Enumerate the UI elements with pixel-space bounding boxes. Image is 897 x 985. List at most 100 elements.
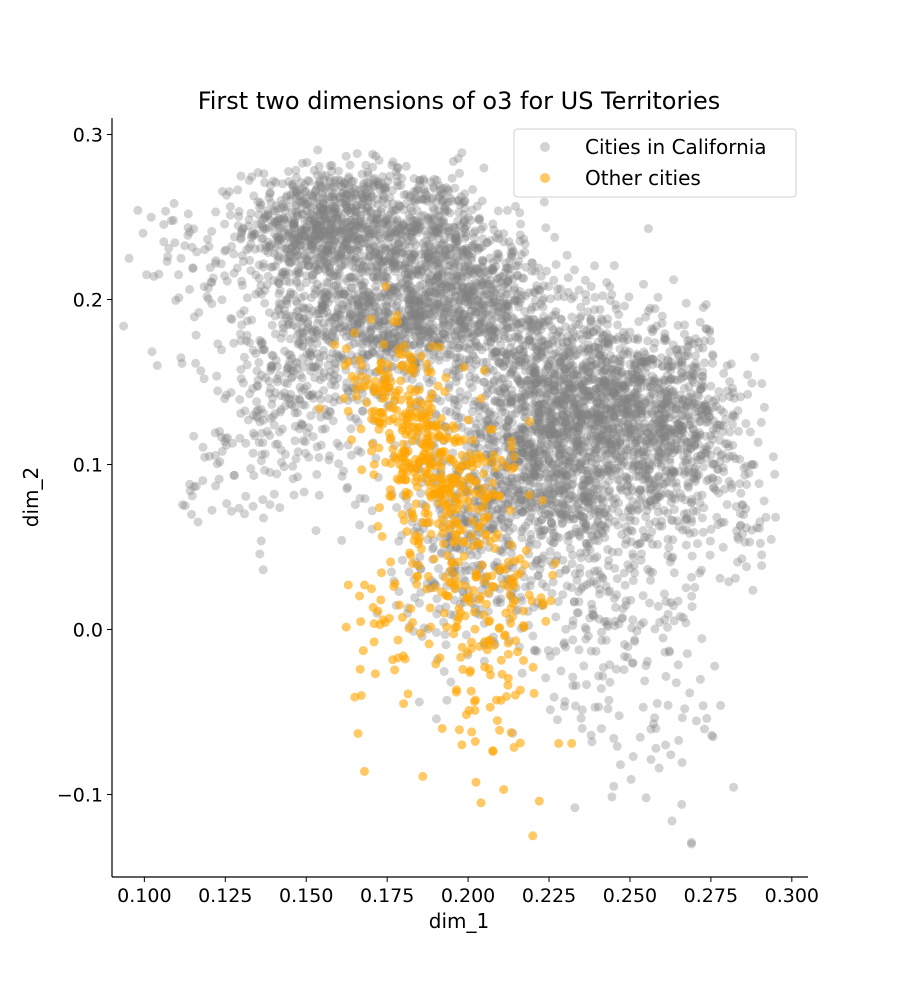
scatter-point — [431, 276, 440, 285]
scatter-point — [441, 251, 451, 261]
scatter-point — [434, 224, 444, 234]
scatter-point — [310, 267, 320, 277]
scatter-point — [311, 223, 321, 233]
scatter-point — [318, 204, 328, 214]
scatter-point — [427, 255, 437, 265]
scatter-point — [485, 236, 495, 245]
scatter-point — [341, 240, 351, 250]
scatter-point — [336, 176, 346, 186]
scatter-point — [570, 265, 579, 275]
scatter-point — [438, 183, 448, 193]
scatter-point — [265, 214, 275, 224]
scatter-point — [359, 251, 369, 261]
scatter-point — [524, 335, 534, 345]
scatter-point — [434, 211, 443, 221]
scatter-point — [501, 258, 511, 268]
scatter-point — [407, 228, 417, 238]
scatter-point — [433, 220, 443, 230]
scatter-point — [653, 416, 663, 426]
scatter-point — [385, 232, 395, 242]
scatter-point — [357, 264, 367, 274]
scatter-point — [609, 261, 619, 271]
scatter-point — [697, 513, 707, 523]
scatter-point — [296, 177, 306, 187]
scatter-point — [383, 310, 393, 320]
scatter-point — [429, 174, 439, 184]
scatter-point — [309, 165, 319, 175]
scatter-point — [434, 264, 444, 274]
scatter-point — [344, 181, 354, 191]
scatter-point — [341, 217, 351, 227]
scatter-point — [331, 220, 341, 230]
scatter-point — [311, 259, 321, 269]
scatter-point — [325, 173, 335, 183]
scatter-point — [371, 236, 381, 246]
scatter-point — [592, 552, 602, 562]
scatter-point — [273, 216, 283, 226]
scatter-point — [554, 326, 564, 336]
scatter-point — [539, 311, 549, 321]
scatter-point — [409, 236, 418, 246]
scatter-point — [367, 199, 377, 209]
scatter-point — [453, 236, 463, 246]
scatter-point — [409, 194, 419, 204]
scatter-point — [377, 204, 387, 214]
scatter-point — [271, 243, 281, 253]
scatter-point — [337, 181, 347, 191]
scatter-point — [365, 206, 375, 216]
scatter-point — [371, 215, 381, 225]
scatter-point — [301, 187, 311, 196]
scatter-point — [645, 303, 655, 313]
scatter-point — [306, 214, 315, 224]
scatter-point — [328, 230, 338, 239]
scatter-point — [422, 191, 432, 201]
scatter-point — [263, 248, 273, 258]
scatter-point — [459, 209, 469, 219]
scatter-point — [302, 199, 312, 209]
scatter-point — [520, 247, 530, 257]
scatter-point — [330, 183, 339, 192]
scatter-point — [304, 176, 314, 186]
scatter-point — [364, 196, 374, 206]
scatter-point — [567, 334, 577, 344]
scatter-point — [595, 305, 605, 314]
scatter-point — [303, 236, 313, 246]
scatter-point — [377, 266, 387, 276]
scatter-point — [492, 249, 502, 259]
scatter-point — [318, 190, 328, 200]
scatter-point — [645, 354, 655, 364]
scatter-point — [291, 229, 301, 239]
scatter-point — [452, 237, 462, 247]
scatter-point — [655, 429, 665, 438]
scatter-point — [750, 352, 760, 362]
scatter-point — [288, 219, 298, 229]
scatter-point — [725, 377, 735, 387]
scatter-point — [354, 219, 364, 228]
scatter-point — [455, 200, 465, 209]
scatter-point — [390, 246, 400, 256]
scatter-point — [394, 281, 404, 291]
scatter-point — [314, 199, 324, 209]
scatter-point — [455, 168, 464, 178]
scatter-point — [359, 230, 368, 240]
scatter-point — [282, 191, 292, 201]
scatter-point — [350, 212, 360, 222]
scatter-point — [312, 224, 322, 234]
scatter-point — [327, 166, 337, 176]
scatter-point — [509, 346, 519, 356]
scatter-point — [391, 205, 401, 215]
scatter-point — [432, 288, 442, 298]
scatter-point — [371, 301, 380, 311]
scatter-point — [406, 253, 416, 263]
scatter-point — [470, 277, 480, 287]
scatter-point — [346, 221, 356, 231]
scatter-point — [508, 473, 518, 483]
scatter-point — [411, 240, 421, 250]
scatter-point — [287, 216, 297, 226]
scatter-point — [281, 270, 290, 279]
scatter-point — [683, 397, 693, 407]
scatter-point — [326, 268, 336, 278]
scatter-point — [354, 223, 364, 233]
scatter-point — [373, 180, 383, 190]
scatter-point — [634, 401, 644, 411]
